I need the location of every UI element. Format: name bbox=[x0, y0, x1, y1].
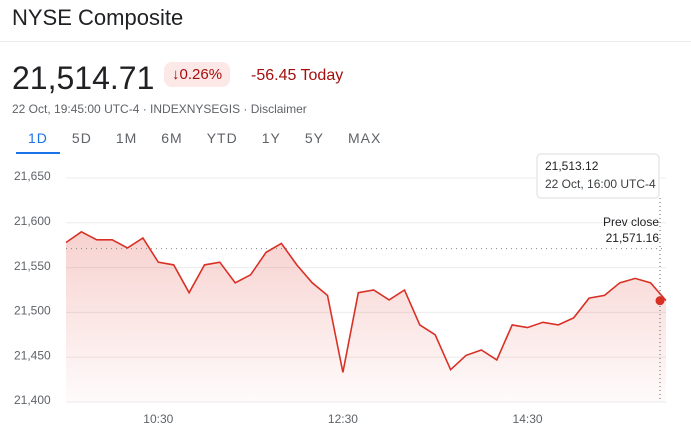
range-tab[interactable]: 1Y bbox=[261, 130, 281, 146]
range-tab[interactable]: YTD bbox=[206, 130, 238, 146]
range-tab[interactable]: 5D bbox=[71, 130, 92, 146]
price-line bbox=[65, 230, 667, 373]
meta: 22 Oct, 19:45:00 UTC-4 · INDEXNYSEGIS · … bbox=[12, 102, 307, 116]
last-point bbox=[655, 296, 665, 306]
range-tab[interactable]: 1M bbox=[115, 130, 138, 146]
x-tick-label: 14:30 bbox=[513, 412, 543, 426]
tooltip-value: 21,513.12 bbox=[545, 159, 599, 173]
change-percent-text: 0.26% bbox=[179, 66, 223, 83]
x-tick-label: 10:30 bbox=[143, 412, 173, 426]
range-tabs: 1D 5D 1M 6M YTD 1Y 5Y MAX bbox=[16, 130, 393, 154]
title: NYSE Composite bbox=[12, 5, 184, 30]
y-tick-label: 21,500 bbox=[14, 304, 51, 318]
range-tab[interactable]: MAX bbox=[347, 130, 382, 146]
change-today: -56.45 Today bbox=[251, 67, 344, 84]
price: 21,514.71 bbox=[12, 60, 155, 96]
prev-close-value: 21,571.16 bbox=[606, 231, 660, 245]
arrow: ↓ bbox=[172, 66, 180, 83]
range-tab[interactable]: 1D bbox=[16, 130, 60, 154]
change-percent: ↓0.26% bbox=[164, 62, 231, 87]
x-tick-label: 12:30 bbox=[328, 412, 358, 426]
y-tick-label: 21,400 bbox=[14, 393, 51, 407]
range-tab[interactable]: 5Y bbox=[304, 130, 324, 146]
separator bbox=[0, 41, 691, 42]
range-tab[interactable]: 6M bbox=[161, 130, 183, 146]
y-tick-label: 21,600 bbox=[14, 214, 51, 228]
area bbox=[66, 231, 666, 402]
y-tick-label: 21,550 bbox=[14, 259, 51, 273]
y-tick-label: 21,650 bbox=[14, 169, 51, 183]
tooltip-box bbox=[536, 153, 660, 199]
tooltip-time: 22 Oct, 16:00 UTC-4 bbox=[545, 177, 656, 191]
y-tick-label: 21,450 bbox=[14, 348, 51, 362]
prev-close-text: Prev close bbox=[603, 215, 659, 229]
